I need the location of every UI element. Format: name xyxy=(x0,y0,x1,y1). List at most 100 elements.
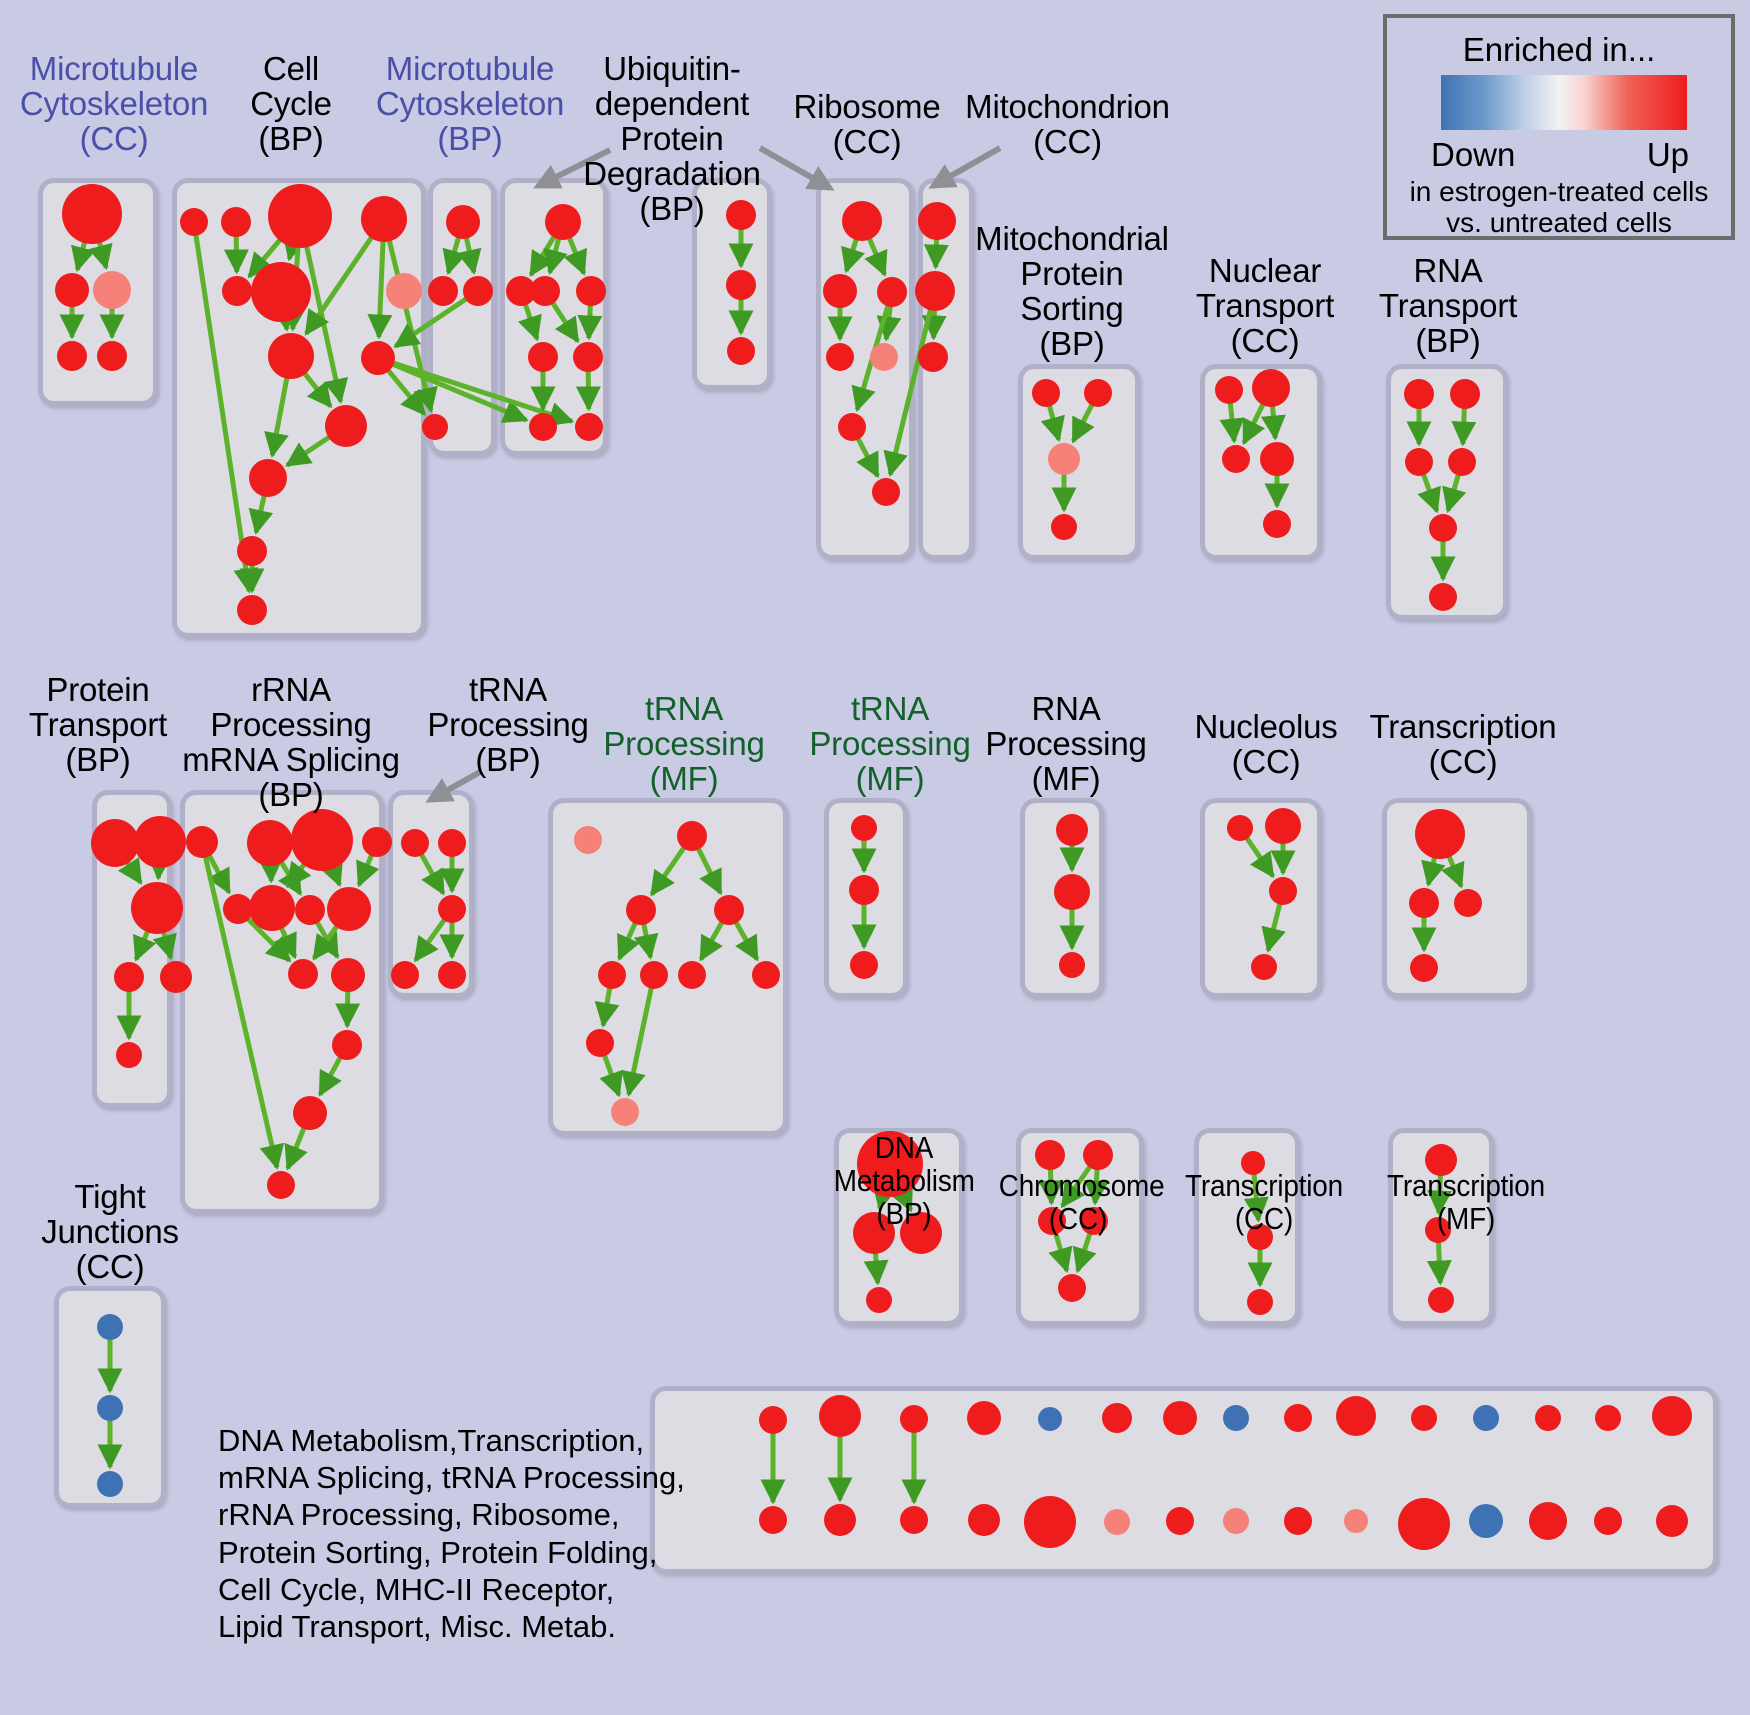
node-up xyxy=(1448,448,1476,476)
node-up xyxy=(1454,889,1482,917)
node-up xyxy=(288,959,318,989)
node-up xyxy=(1054,874,1090,910)
node-up xyxy=(678,961,706,989)
node-up xyxy=(968,1504,1000,1536)
node-up xyxy=(293,1096,327,1130)
node-up xyxy=(327,887,371,931)
node-up xyxy=(528,342,558,372)
node-up xyxy=(850,951,878,979)
node-up xyxy=(1595,1405,1621,1431)
node-up xyxy=(332,1030,362,1060)
cluster-label-dna-metabolism-bp: DNA Metabolism (BP) xyxy=(833,1130,975,1231)
node-up xyxy=(1265,808,1301,844)
cluster-label-cell-cycle-bp: Cell Cycle (BP) xyxy=(250,50,332,157)
node-up xyxy=(422,414,448,440)
cluster-box xyxy=(1386,364,1508,620)
node-up xyxy=(361,341,395,375)
node-up xyxy=(1415,809,1465,859)
cluster-label-nucleolus-cc: Nucleolus (CC) xyxy=(1194,708,1338,780)
node-up xyxy=(574,826,602,854)
node-up xyxy=(857,1131,923,1197)
node-up xyxy=(1428,1287,1454,1313)
node-up xyxy=(545,204,581,240)
node-up xyxy=(1058,1274,1086,1302)
node-up xyxy=(1429,514,1457,542)
node-up xyxy=(1656,1505,1688,1537)
node-up xyxy=(1594,1507,1622,1535)
node-up xyxy=(576,276,606,306)
node-up xyxy=(1405,448,1433,476)
node-up xyxy=(842,201,882,241)
node-up xyxy=(1529,1502,1567,1540)
cluster-box xyxy=(1194,1128,1300,1326)
node-up xyxy=(752,961,780,989)
node-up xyxy=(900,1405,928,1433)
node-up xyxy=(1429,583,1457,611)
node-up xyxy=(1450,379,1480,409)
node-up xyxy=(849,875,879,905)
node-up xyxy=(463,276,493,306)
legend-panel: Enriched in... Down Up in estrogen-treat… xyxy=(1383,14,1735,240)
node-up xyxy=(1241,1151,1265,1175)
node-up xyxy=(268,184,332,248)
cluster-label-transcription-mf: Transcription (MF) xyxy=(1387,1168,1545,1236)
node-up xyxy=(1410,954,1438,982)
node-up xyxy=(295,895,325,925)
node-up xyxy=(1284,1404,1312,1432)
node-up xyxy=(221,207,251,237)
node-down xyxy=(1469,1504,1503,1538)
node-up xyxy=(1166,1507,1194,1535)
cluster-label-transcription-cc-bottom: Transcription (CC) xyxy=(1185,1168,1343,1236)
node-up xyxy=(1215,376,1243,404)
node-up xyxy=(1336,1396,1376,1436)
node-up xyxy=(401,829,429,857)
node-up xyxy=(918,342,948,372)
node-down xyxy=(97,1314,123,1340)
node-up xyxy=(1048,443,1080,475)
node-up xyxy=(1411,1405,1437,1431)
node-up xyxy=(1080,1207,1108,1235)
node-up xyxy=(1163,1401,1197,1435)
node-up xyxy=(726,200,756,230)
node-up xyxy=(573,342,603,372)
node-up xyxy=(1404,379,1434,409)
node-up xyxy=(866,1287,892,1313)
node-up xyxy=(1247,1289,1273,1315)
node-up xyxy=(249,459,287,497)
cluster-label-microtubule-cytoskeleton-cc: Microtubule Cytoskeleton (CC) xyxy=(19,50,209,157)
node-up xyxy=(727,337,755,365)
node-up xyxy=(1051,514,1077,540)
node-up xyxy=(918,202,956,240)
node-up xyxy=(134,816,186,868)
node-up xyxy=(325,405,367,447)
cluster-label-trna-processing-bp: tRNA Processing (BP) xyxy=(427,671,589,778)
node-up xyxy=(131,882,183,934)
node-up xyxy=(391,961,419,989)
node-up xyxy=(223,894,253,924)
cluster-label-nuclear-transport-cc: Nuclear Transport (CC) xyxy=(1195,252,1335,359)
node-up xyxy=(438,895,466,923)
node-down xyxy=(97,1395,123,1421)
node-up xyxy=(428,276,458,306)
node-up xyxy=(900,1212,942,1254)
node-up xyxy=(586,1029,614,1057)
node-up xyxy=(160,961,192,993)
node-up xyxy=(611,1098,639,1126)
cluster-label-rrna-processing-mrna-splicing-bp: rRNA Processing mRNA Splicing (BP) xyxy=(182,671,400,813)
legend-color-bar xyxy=(1441,75,1687,130)
cluster-label-mitochondrial-protein-sorting-bp: Mitochondrial Protein Sorting (BP) xyxy=(975,220,1169,362)
node-up xyxy=(1251,954,1277,980)
legend-down-label: Down xyxy=(1431,136,1516,173)
node-up xyxy=(598,961,626,989)
node-up xyxy=(824,1504,856,1536)
legend-subtitle: in estrogen-treated cells vs. untreated … xyxy=(1409,176,1709,239)
node-up xyxy=(237,536,267,566)
node-down xyxy=(97,1471,123,1497)
node-up xyxy=(900,1506,928,1534)
node-up xyxy=(251,262,311,322)
node-down xyxy=(1038,1407,1062,1431)
node-up xyxy=(386,273,422,309)
node-up xyxy=(530,276,560,306)
node-up xyxy=(1223,1508,1249,1534)
